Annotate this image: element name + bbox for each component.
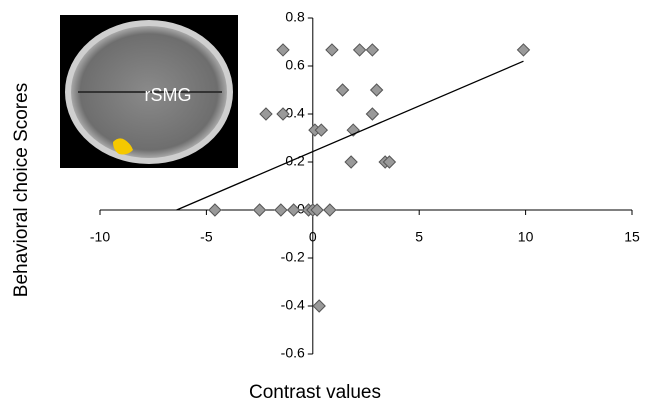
inset-label: rSMG [145,85,192,105]
point [517,44,529,56]
x-tick-label: 15 [624,229,640,245]
point [324,204,336,216]
point [366,44,378,56]
point [260,108,272,120]
y-tick-label: 0.8 [285,9,305,25]
point [254,204,266,216]
y-tick-label: 0.6 [285,57,305,73]
point [337,84,349,96]
y-tick-label: -0.2 [281,249,305,265]
x-tick-label: 0 [309,229,317,245]
point [326,44,338,56]
y-tick-label: -0.4 [281,297,305,313]
chart: rSMG Contrast values Behavioral choice S… [0,0,655,404]
brain-inset: rSMG [60,15,238,168]
x-tick-label: -5 [200,229,213,245]
point [209,204,221,216]
point [366,108,378,120]
point [313,300,325,312]
x-tick-label: 10 [518,229,534,245]
x-tick-label: -10 [90,229,110,245]
x-tick-label: 5 [415,229,423,245]
point [345,156,357,168]
y-axis-label: Behavioral choice Scores [11,83,32,297]
y-tick-label: 0.2 [285,153,305,169]
point [277,44,289,56]
point [371,84,383,96]
point [354,44,366,56]
y-tick-label: -0.6 [281,345,305,361]
x-axis-label: Contrast values [249,382,381,403]
point [275,204,287,216]
